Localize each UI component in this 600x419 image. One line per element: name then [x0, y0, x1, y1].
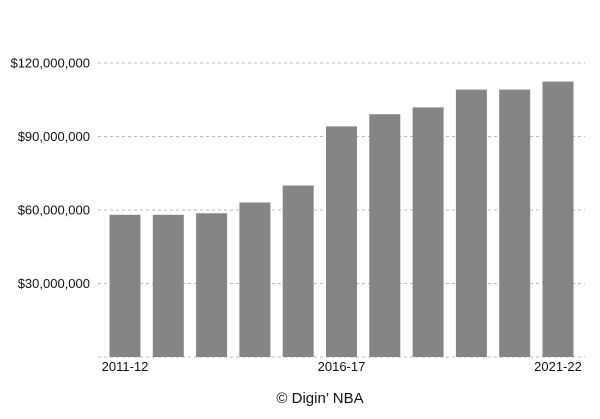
- bar-2021-22: [542, 81, 574, 358]
- bar-2016-17: [326, 126, 357, 358]
- bar-2020-21: [499, 89, 531, 358]
- x-axis-tick-labels: 2011-12 2016-17 2021-22: [102, 359, 582, 374]
- bar-2014-15: [239, 202, 271, 357]
- x-tick-label: 2021-22: [534, 359, 582, 374]
- bar-2012-13: [152, 214, 184, 357]
- y-axis-tick-labels: $30,000,000 $60,000,000 $90,000,000 $120,00…: [10, 56, 90, 292]
- bar-2013-14: [196, 213, 228, 357]
- x-tick-label: 2011-12: [102, 359, 149, 374]
- y-tick-label: $120,000,000: [10, 56, 90, 71]
- x-tick-label: 2016-17: [318, 359, 366, 374]
- bar-2011-12: [109, 214, 141, 357]
- bars: [109, 81, 574, 358]
- y-tick-label: $30,000,000: [18, 276, 90, 291]
- bar-2018-19: [412, 107, 444, 357]
- y-tick-label: $60,000,000: [18, 203, 90, 218]
- bar-2017-18: [369, 114, 401, 357]
- bar-2019-20: [455, 89, 487, 358]
- bar-2015-16: [282, 185, 314, 357]
- y-tick-label: $90,000,000: [18, 129, 90, 144]
- copyright-credit: © Digin’ NBA: [276, 390, 363, 407]
